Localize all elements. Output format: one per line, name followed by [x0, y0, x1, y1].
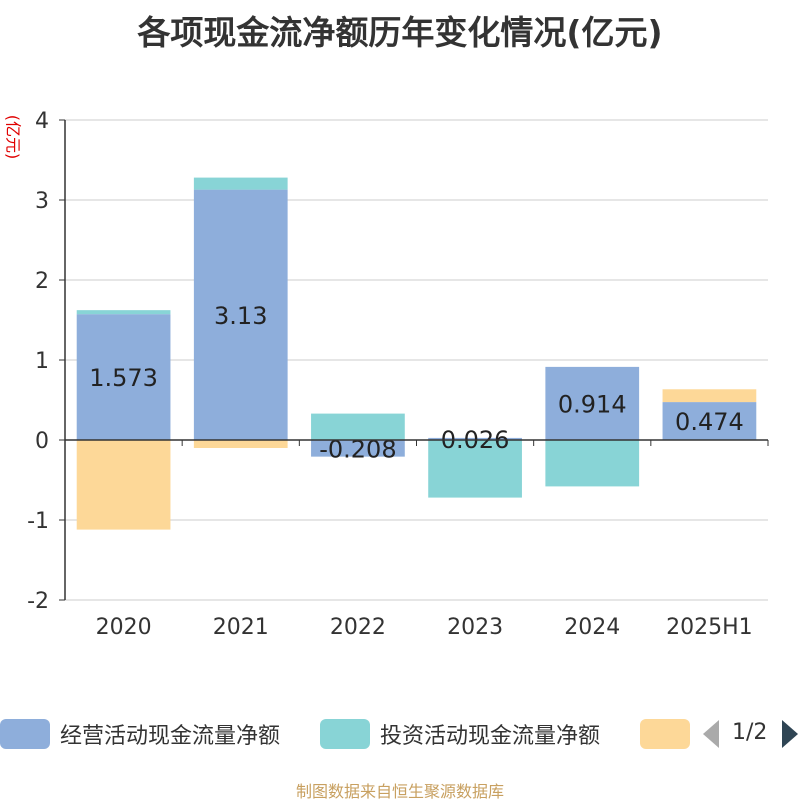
legend-swatch-third — [640, 719, 690, 749]
x-tick-label: 2023 — [447, 615, 503, 640]
bar-series-0 — [428, 437, 522, 440]
y-tick-label: -2 — [27, 589, 49, 614]
bar-series-1 — [428, 440, 522, 498]
y-tick-label: 2 — [35, 269, 49, 294]
y-tick-label: 0 — [35, 429, 49, 454]
x-tick-label: 2021 — [213, 615, 269, 640]
bar-series-2 — [193, 440, 288, 448]
bar-series-0 — [662, 402, 757, 440]
x-tick-label: 2024 — [564, 615, 620, 640]
legend-swatch-operating — [0, 719, 50, 749]
bar-series-1 — [311, 413, 405, 440]
bar-series-0 — [76, 314, 171, 440]
bar-series-2 — [76, 440, 171, 530]
x-tick-label: 2022 — [330, 615, 386, 640]
y-tick-label: 3 — [35, 189, 49, 214]
bar-series-0 — [311, 440, 405, 457]
bar-series-0 — [545, 366, 640, 440]
bar-value-label: 0.474 — [675, 408, 744, 436]
bar-series-2 — [662, 389, 757, 403]
legend-page-indicator: 1/2 — [732, 720, 768, 745]
bar-series-1 — [193, 177, 288, 190]
data-source-note: 制图数据来自恒生聚源数据库 — [295, 782, 504, 801]
y-tick-label: 1 — [35, 349, 49, 374]
legend: 经营活动现金流量净额 投资活动现金流量净额 1/2 — [0, 716, 800, 756]
chart-title: 各项现金流净额历年变化情况(亿元) — [137, 13, 663, 52]
legend-item-investing[interactable]: 投资活动现金流量净额 — [320, 716, 600, 752]
bar-series-1 — [545, 440, 640, 487]
bar-value-label: 1.573 — [89, 364, 158, 392]
legend-item-operating[interactable]: 经营活动现金流量净额 — [0, 716, 280, 752]
x-tick-label: 2020 — [96, 615, 152, 640]
x-tick-label: 2025H1 — [666, 615, 753, 640]
bar-series-1 — [76, 310, 171, 315]
bar-series-0 — [193, 189, 288, 440]
legend-label-investing: 投资活动现金流量净额 — [380, 724, 601, 749]
legend-next-page-icon[interactable] — [782, 720, 798, 748]
legend-swatch-investing — [320, 719, 370, 749]
y-tick-label: 4 — [35, 109, 49, 134]
legend-prev-page-icon[interactable] — [703, 720, 719, 748]
y-tick-label: -1 — [27, 509, 49, 534]
bar-value-label: 3.13 — [214, 302, 267, 330]
legend-label-operating: 经营活动现金流量净额 — [60, 724, 281, 749]
legend-item-third[interactable] — [640, 716, 690, 752]
bar-value-label: 0.914 — [558, 390, 627, 418]
